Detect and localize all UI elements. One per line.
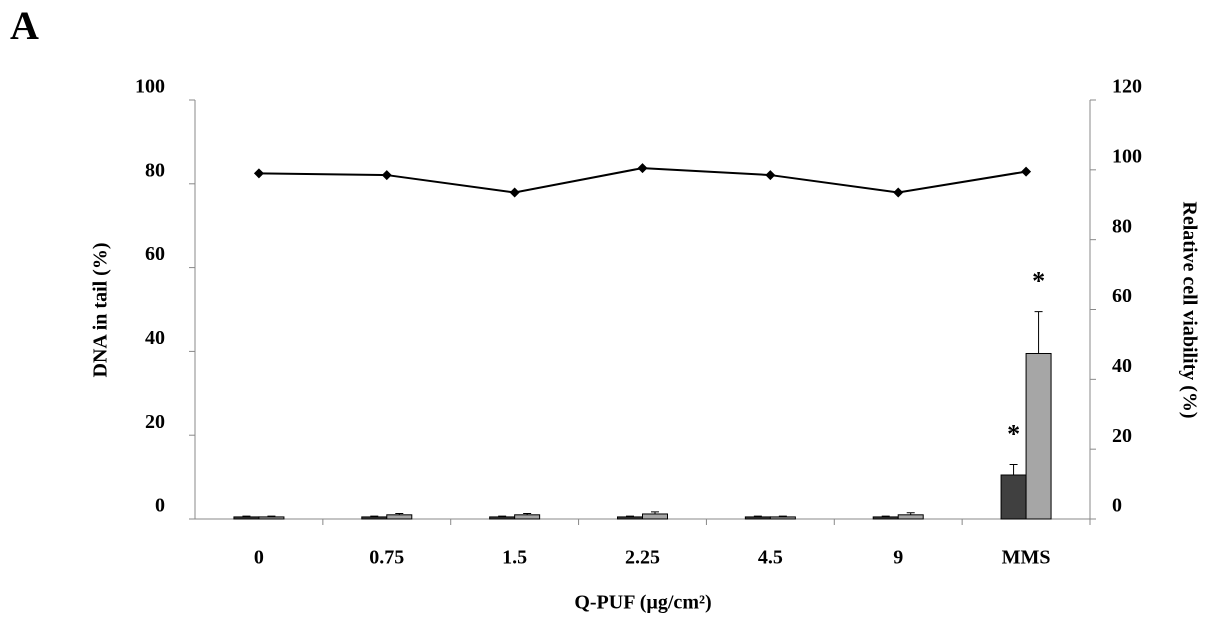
significance-marker: * — [1032, 267, 1045, 296]
bar — [1000, 474, 1027, 520]
error-bar — [395, 513, 404, 515]
line-marker — [637, 163, 648, 174]
error-bar — [881, 515, 890, 517]
bar — [642, 513, 668, 520]
bar — [386, 514, 413, 520]
line-marker — [509, 187, 520, 198]
x-tick-label: 0 — [254, 547, 264, 569]
x-tick-label: MMS — [1002, 547, 1051, 569]
bar — [489, 516, 516, 520]
error-bar — [753, 515, 762, 517]
line-marker — [381, 170, 392, 181]
error-bar — [523, 513, 532, 515]
bar — [233, 516, 260, 520]
y-tick-label: 100 — [135, 76, 165, 98]
error-bar — [242, 515, 251, 517]
line-marker — [765, 170, 776, 181]
panel-label: A — [10, 3, 39, 48]
y-tick-label: 40 — [145, 327, 165, 349]
y2-tick-label: 120 — [1112, 76, 1142, 98]
error-bar — [370, 515, 379, 517]
bar — [258, 516, 285, 520]
line-marker — [893, 187, 904, 198]
bar — [744, 516, 771, 520]
y-tick-label: 80 — [145, 159, 165, 181]
bar — [617, 516, 643, 520]
bar — [1025, 352, 1052, 520]
y2-tick-label: 60 — [1112, 285, 1132, 307]
bar — [897, 514, 924, 520]
y-tick-label: 0 — [155, 495, 165, 517]
significance-marker: * — [1007, 419, 1020, 448]
error-bar — [651, 511, 659, 514]
bar — [872, 516, 899, 520]
error-bar — [906, 512, 915, 515]
y2-axis-title: Relative cell viability (%) — [1178, 201, 1200, 418]
x-tick-label: 0.75 — [369, 547, 404, 569]
error-bar — [267, 515, 276, 517]
line-marker — [253, 168, 264, 179]
x-tick-label: 2.25 — [625, 547, 660, 569]
x-tick-label: 1.5 — [502, 547, 527, 569]
y2-tick-label: 40 — [1112, 355, 1132, 377]
y-tick-label: 20 — [145, 411, 165, 433]
error-bar — [626, 515, 634, 517]
x-axis-title: Q-PUF (µg/cm²) — [574, 592, 711, 614]
line-marker — [1021, 166, 1032, 177]
y2-tick-label: 20 — [1112, 425, 1132, 447]
bar — [514, 514, 541, 520]
bar — [361, 516, 388, 520]
error-bar — [498, 515, 507, 517]
y2-tick-label: 80 — [1112, 215, 1132, 237]
y2-tick-label: 100 — [1112, 145, 1142, 167]
y-axis-title: DNA in tail (%) — [90, 243, 112, 378]
bar — [769, 516, 796, 520]
x-tick-label: 9 — [893, 547, 903, 569]
y-tick-label: 60 — [145, 243, 165, 265]
y2-tick-label: 0 — [1112, 495, 1122, 517]
error-bar — [778, 515, 787, 517]
x-tick-label: 4.5 — [758, 547, 783, 569]
error-bar — [1009, 464, 1018, 476]
error-bar — [1034, 311, 1043, 354]
